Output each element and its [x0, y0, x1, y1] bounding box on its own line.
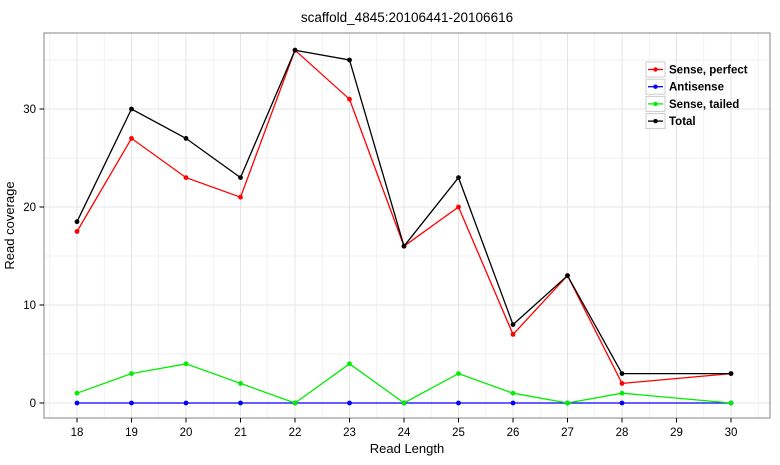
data-point: [510, 400, 516, 406]
data-point: [347, 57, 352, 63]
y-tick-label: 30: [23, 104, 36, 116]
series-total: [74, 47, 734, 376]
y-tick-label: 0: [30, 398, 36, 410]
data-point: [456, 175, 461, 181]
legend-entry: Antisense: [645, 78, 724, 95]
data-point: [183, 361, 189, 367]
data-point: [129, 106, 134, 112]
data-point: [728, 400, 734, 406]
x-tick-label: 29: [670, 427, 683, 439]
data-point: [292, 47, 298, 53]
data-point: [510, 390, 516, 396]
data-point: [292, 400, 298, 406]
legend-label: Sense, tailed: [669, 99, 739, 111]
data-point: [619, 371, 625, 376]
series-sense-tailed: [74, 361, 734, 406]
x-tick-label: 19: [125, 427, 138, 439]
data-point: [347, 400, 352, 406]
data-series: [74, 47, 734, 406]
data-point: [74, 219, 80, 225]
x-tick-label: 20: [180, 427, 193, 439]
y-tick-label: 20: [23, 202, 36, 214]
data-point: [238, 381, 243, 386]
chart-title: scaffold_4845:20106441-20106616: [301, 10, 513, 25]
legend-key-point: [653, 84, 658, 89]
data-point: [347, 361, 352, 367]
x-tick-label: 22: [289, 427, 302, 439]
data-point: [183, 400, 189, 406]
legend-label: Total: [669, 116, 696, 128]
data-point: [183, 175, 189, 181]
legend: Sense, perfect Antisense Sense, tailed Tota…: [645, 61, 748, 130]
data-point: [347, 96, 352, 102]
legend-entry: Total: [645, 113, 696, 130]
data-point: [238, 175, 243, 181]
series-line: [76, 49, 732, 385]
axes: 18 19 20 21 22 23 24 25 26 27 28 29 30 0 10 20 30: [23, 104, 737, 439]
x-tick-label: 18: [71, 427, 84, 439]
data-point: [238, 194, 243, 200]
data-point: [728, 371, 734, 376]
x-tick-label: 27: [561, 427, 574, 439]
data-point: [129, 371, 134, 376]
x-tick-label: 26: [507, 427, 520, 439]
data-point: [456, 400, 461, 406]
data-point: [456, 371, 461, 376]
y-axis-title: Read coverage: [2, 181, 17, 269]
data-point: [238, 400, 243, 406]
data-point: [401, 243, 407, 249]
data-point: [74, 400, 80, 406]
gridlines-major: [44, 33, 770, 418]
x-tick-label: 23: [343, 427, 356, 439]
x-tick-label: 28: [616, 427, 629, 439]
data-point: [619, 381, 625, 386]
legend-entry: Sense, perfect: [645, 61, 748, 78]
data-point: [619, 400, 625, 406]
x-tick-label: 25: [452, 427, 465, 439]
data-point: [619, 390, 625, 396]
data-point: [565, 273, 570, 278]
series-line: [76, 49, 731, 375]
x-tick-label: 24: [398, 427, 411, 439]
panel-border: [43, 32, 771, 419]
legend-label: Antisense: [669, 82, 724, 94]
data-point: [129, 136, 134, 141]
data-point: [456, 204, 461, 210]
y-tick-label: 10: [23, 300, 36, 312]
x-tick-label: 30: [725, 427, 738, 439]
data-point: [74, 390, 80, 396]
data-point: [510, 322, 516, 327]
legend-key-point: [653, 118, 658, 124]
data-point: [183, 136, 189, 141]
data-point: [74, 229, 80, 234]
x-tick-label: 21: [234, 427, 247, 439]
data-point: [129, 400, 134, 406]
legend-key-point: [653, 67, 658, 72]
data-point: [565, 400, 570, 406]
legend-entry: Sense, tailed: [645, 95, 739, 112]
series-line: [76, 362, 732, 404]
data-point: [510, 332, 516, 337]
x-axis-title: Read Length: [370, 441, 444, 456]
legend-label: Sense, perfect: [669, 65, 748, 77]
legend-key-point: [653, 101, 658, 107]
data-point: [401, 400, 407, 406]
